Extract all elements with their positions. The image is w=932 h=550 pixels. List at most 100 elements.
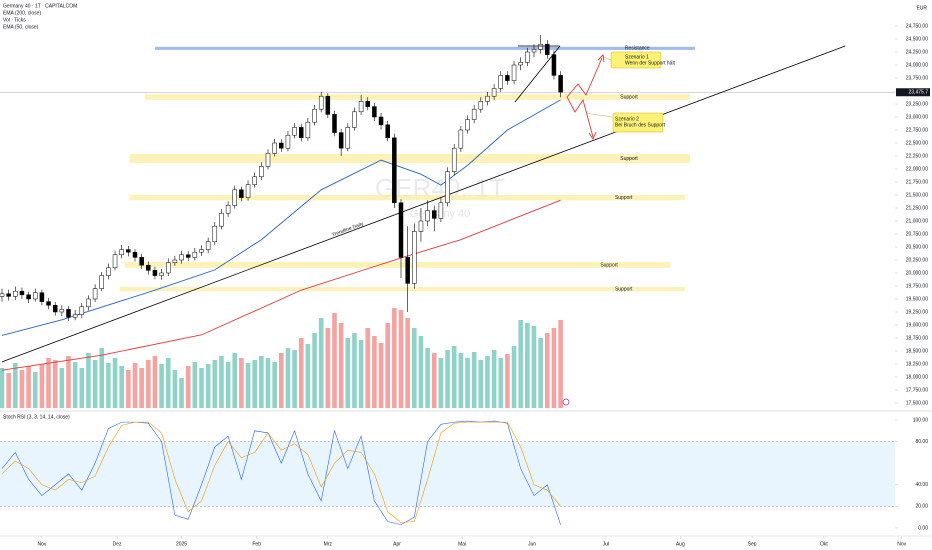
volume-bar: [544, 333, 550, 408]
y-tick-label: 24,250.00: [906, 49, 928, 55]
candle-body: [199, 249, 204, 253]
y-tick-label: 18,500.00: [906, 348, 928, 354]
volume-bar: [511, 346, 517, 408]
candle-body: [72, 314, 78, 318]
volume-bar: [119, 366, 124, 408]
candle-body: [511, 64, 517, 81]
candle-body: [418, 220, 424, 232]
y-tick-label: 21,500.00: [906, 192, 928, 198]
candle-body: [165, 262, 171, 274]
callout-title: Szenario 1: [625, 54, 649, 60]
volume-bar: [66, 356, 71, 408]
volume-bar: [225, 362, 231, 408]
candle-body: [491, 88, 497, 97]
candle-body: [252, 176, 257, 185]
drawings: Szenario 1 Wenn der Support hält Szenari…: [514, 45, 676, 406]
x-tick-label: Nov: [897, 541, 906, 547]
volume-bar: [418, 336, 424, 408]
volume-bar: [352, 333, 357, 408]
candle-body: [46, 301, 51, 306]
candle-body: [6, 293, 11, 297]
candle-body: [205, 241, 211, 250]
callout-text: Wenn der Support hält: [625, 60, 676, 66]
zone: [129, 153, 691, 164]
volume-bar: [192, 362, 198, 408]
volume-bar: [345, 338, 351, 408]
candle-body: [478, 101, 484, 110]
volume-bar: [372, 336, 377, 408]
x-tick-label: 2025: [176, 541, 187, 547]
volume-bar: [465, 358, 470, 408]
volume-bar: [292, 350, 297, 408]
zone: [129, 194, 685, 201]
candle-body: [365, 101, 370, 107]
candle-body: [471, 108, 477, 120]
y-tick-label: 24,750.00: [906, 23, 928, 29]
volume-bar: [145, 360, 151, 408]
y-tick-label: 19,000.00: [906, 322, 928, 328]
y-tick-label: 0.00: [918, 525, 928, 531]
candle-body: [139, 257, 144, 266]
volume-bar: [411, 328, 417, 408]
y-tick-label: 20,750.00: [906, 231, 928, 237]
arrow-head: [588, 131, 597, 140]
volume-bar: [332, 313, 337, 408]
volume-bar: [265, 358, 271, 408]
x-tick-label: Apr: [393, 541, 401, 547]
candle-body: [19, 290, 25, 296]
candle-body: [59, 309, 65, 313]
volume-bar: [126, 370, 131, 408]
x-tick-label: Nov: [37, 541, 46, 547]
y-tick-label: 18,000.00: [906, 374, 928, 380]
y-tick-label: 17,750.00: [906, 387, 928, 393]
candle-body: [26, 294, 31, 300]
candle-body: [338, 132, 344, 149]
volume-bar: [72, 362, 78, 408]
y-tick-label: 23,250.00: [906, 101, 928, 107]
candle-body: [245, 184, 251, 198]
candle-body: [66, 309, 71, 318]
zone: [154, 46, 695, 50]
candle-body: [0, 293, 5, 297]
volume-bar: [451, 346, 457, 408]
candle-body: [265, 153, 271, 167]
legend-item: EMA (50, close): [3, 24, 39, 30]
candle-body: [312, 108, 317, 123]
candle-body: [392, 137, 397, 204]
x-tick-label: Dez: [113, 541, 122, 547]
callout-box: [610, 51, 662, 69]
volume-bar: [285, 348, 291, 408]
volume-bar: [458, 353, 464, 408]
callout-text: Bei Bruch des Support: [615, 122, 666, 128]
candle-body: [239, 189, 244, 198]
candle-body: [179, 254, 184, 261]
y-tick-label: 21,000.00: [906, 218, 928, 224]
candle-body: [345, 127, 351, 149]
x-tick-label: Aug: [676, 541, 685, 547]
y-tick-label: 22,500.00: [906, 140, 928, 146]
y-tick-label: 23,000.00: [906, 114, 928, 120]
y-tick-label: 19,500.00: [906, 296, 928, 302]
scenario-arrow: [566, 57, 603, 98]
volume-bar: [0, 368, 5, 408]
volume-bar: [159, 364, 164, 408]
volume-bar: [26, 366, 31, 408]
volume-bar: [312, 333, 317, 408]
stoch-title: Stoch RSI (3, 3, 14, 14, close): [3, 414, 70, 420]
candle-body: [13, 290, 18, 297]
volume-bar: [538, 338, 543, 408]
event-icon[interactable]: [562, 398, 570, 406]
volume-bar: [232, 353, 238, 408]
candle-body: [32, 292, 38, 300]
candle-body: [545, 43, 550, 55]
callout-connector: [603, 56, 612, 61]
y-tick-label: 18,750.00: [906, 335, 928, 341]
volume-bar: [385, 323, 390, 408]
volume-bar: [185, 366, 191, 408]
legend-item: EMA (200, close): [3, 10, 41, 16]
volume-bar: [551, 328, 557, 408]
volume-bar: [106, 363, 111, 408]
volume-bar: [378, 343, 384, 408]
volume-bar: [405, 318, 410, 408]
